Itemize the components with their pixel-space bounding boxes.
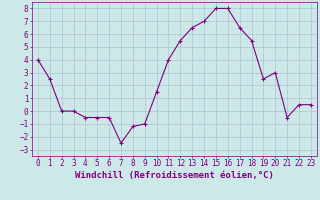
X-axis label: Windchill (Refroidissement éolien,°C): Windchill (Refroidissement éolien,°C) (75, 171, 274, 180)
